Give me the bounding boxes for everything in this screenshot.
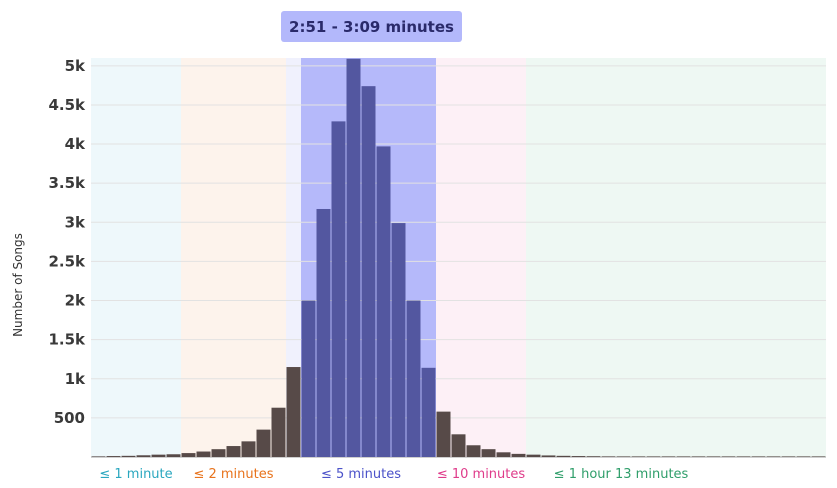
histogram-bar xyxy=(166,454,181,457)
y-tick-label: 1k xyxy=(65,370,86,388)
y-tick-label: 4.5k xyxy=(48,96,86,114)
histogram-bar xyxy=(466,445,481,457)
category-band-0 xyxy=(91,58,181,457)
highlight-range-label: 2:51 - 3:09 minutes xyxy=(281,11,462,42)
x-category-label: ≤ 1 minute xyxy=(99,467,172,482)
x-category-label: ≤ 2 minutes xyxy=(193,467,273,482)
histogram-bar xyxy=(106,456,121,457)
histogram-bar xyxy=(211,449,226,457)
histogram-bar xyxy=(496,452,511,457)
histogram-bar xyxy=(601,456,616,457)
histogram-bar xyxy=(91,456,106,457)
histogram-bar xyxy=(511,453,526,457)
histogram-bar xyxy=(241,441,256,457)
category-band-4 xyxy=(526,58,826,457)
histogram-bar xyxy=(286,367,301,457)
histogram-bar xyxy=(271,407,286,457)
histogram-bar xyxy=(721,456,736,457)
y-tick-label: 2.5k xyxy=(48,252,86,270)
y-tick-label: 3.5k xyxy=(48,174,86,192)
histogram-bar xyxy=(436,411,451,457)
histogram-bar xyxy=(391,223,406,457)
histogram-bar xyxy=(736,456,751,457)
y-tick-label: 2k xyxy=(65,292,86,310)
histogram-bar xyxy=(706,456,721,457)
histogram-bar xyxy=(796,456,811,457)
histogram-bar xyxy=(616,456,631,457)
y-tick-label: 3k xyxy=(65,213,86,231)
y-axis-label: Number of Songs xyxy=(11,233,25,337)
histogram-bar xyxy=(781,456,796,457)
x-category-label: ≤ 10 minutes xyxy=(437,467,526,482)
histogram-bar xyxy=(421,367,436,457)
histogram-bar xyxy=(766,456,781,457)
x-category-label: ≤ 5 minutes xyxy=(321,467,401,482)
histogram-bar xyxy=(226,446,241,457)
histogram-bar xyxy=(346,58,361,458)
histogram-bar xyxy=(676,456,691,457)
y-tick-label: 1.5k xyxy=(48,331,86,349)
x-category-label: ≤ 1 hour 13 minutes xyxy=(554,467,689,482)
histogram-bar xyxy=(181,453,196,457)
histogram-bar xyxy=(406,300,421,457)
histogram-bar xyxy=(646,456,661,457)
histogram-bar xyxy=(571,456,586,457)
histogram-bar xyxy=(691,456,706,457)
histogram-bar xyxy=(256,429,271,457)
histogram-bar xyxy=(331,121,346,457)
histogram-bar xyxy=(481,449,496,457)
y-tick-label: 4k xyxy=(65,135,86,153)
histogram-bar xyxy=(316,208,331,457)
histogram-bar xyxy=(301,300,316,457)
histogram-bar xyxy=(811,456,826,457)
histogram-bar xyxy=(151,454,166,457)
histogram-bar xyxy=(586,456,601,457)
histogram-bar xyxy=(631,456,646,457)
histogram-bar xyxy=(451,434,466,457)
histogram-bar xyxy=(136,455,151,457)
y-tick-label: 500 xyxy=(54,409,85,427)
category-band-1 xyxy=(181,58,286,457)
histogram-bar xyxy=(661,456,676,457)
histogram-bar xyxy=(526,454,541,457)
y-tick-label: 5k xyxy=(65,57,86,75)
histogram-bar xyxy=(196,451,211,457)
histogram-bar xyxy=(121,455,136,457)
category-band-3 xyxy=(436,58,526,457)
histogram-bar xyxy=(556,455,571,457)
histogram-bar xyxy=(376,146,391,457)
histogram-bar xyxy=(361,86,376,457)
histogram-bar xyxy=(751,456,766,457)
histogram-bar xyxy=(541,455,556,457)
